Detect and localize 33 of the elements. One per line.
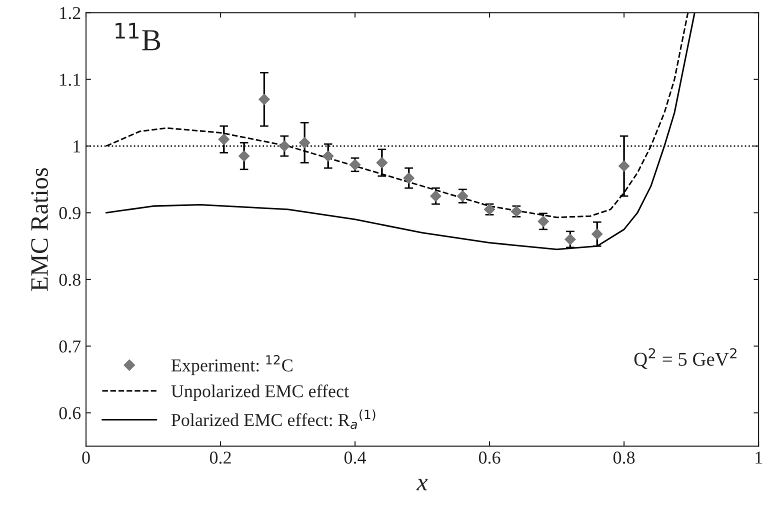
y-tick-label: 1.2 (60, 6, 80, 20)
y-tick-label: 0.7 (59, 340, 81, 353)
point (238, 150, 250, 162)
point (618, 160, 630, 172)
point (278, 140, 290, 152)
y-tick-label: 1 (74, 140, 80, 152)
y-axis-title: EMC Ratios (31, 168, 48, 291)
legend-label: Polarized EMC effect: R$_{a}$$^{(1)}$ (171, 409, 376, 430)
point (258, 94, 270, 106)
x-tick-label: 0.2 (210, 452, 231, 464)
x-tick-label: 1 (756, 452, 762, 464)
point (322, 150, 334, 162)
point (538, 216, 550, 228)
y-tick-label: 0.8 (59, 274, 80, 286)
point (376, 157, 388, 168)
annotation: $^{11}$B (116, 22, 160, 50)
legend-label: Unpolarized EMC effect (171, 384, 349, 402)
legend-label: Experiment: $^{12}$C (171, 355, 292, 376)
x-tick-label: 0.4 (344, 452, 366, 464)
x-tick-label: 0.8 (613, 452, 635, 464)
y-tick-label: 0.9 (59, 207, 80, 220)
x-tick-label: 0.6 (478, 452, 500, 464)
point (591, 228, 603, 240)
y-tick-label: 1.1 (60, 74, 80, 86)
point (298, 137, 310, 148)
point (430, 190, 442, 202)
y-tick-label: 0.6 (59, 407, 81, 420)
annotation: Q$^{2}$ = 5 GeV$^{2}$ (634, 348, 736, 369)
point (564, 234, 576, 246)
point (218, 134, 230, 146)
x-tick-label: 0 (82, 452, 90, 464)
point (403, 172, 415, 184)
x-axis-title: x (416, 478, 428, 490)
